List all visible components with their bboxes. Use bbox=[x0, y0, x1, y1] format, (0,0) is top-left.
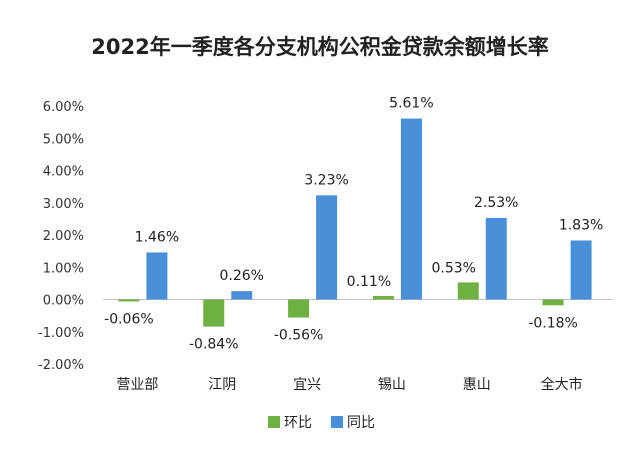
data-label: -0.06% bbox=[104, 311, 154, 327]
bar-tongbi-4 bbox=[485, 217, 507, 300]
x-tick-label: 江阴 bbox=[208, 377, 236, 393]
bar-huanbi-0 bbox=[118, 299, 140, 302]
data-label: -0.56% bbox=[274, 328, 324, 344]
data-label: 3.23% bbox=[304, 172, 348, 188]
data-labels: -0.06% 1.46% -0.84% 0.26% -0.56% 3.23% 0.11% 5.… bbox=[104, 96, 603, 353]
data-label: 1.46% bbox=[135, 229, 179, 245]
bar-huanbi-4 bbox=[457, 282, 479, 300]
bars bbox=[118, 118, 592, 327]
y-tick-label: -1.00% bbox=[38, 326, 84, 341]
y-tick-label: 5.00% bbox=[43, 132, 84, 147]
bar-tongbi-5 bbox=[570, 240, 592, 300]
bar-huanbi-1 bbox=[203, 299, 225, 327]
y-tick-label: 2.00% bbox=[43, 229, 84, 244]
data-label: 5.61% bbox=[389, 96, 433, 112]
data-label: -0.18% bbox=[528, 315, 578, 331]
y-tick-label: 0.00% bbox=[43, 294, 84, 309]
x-tick-label: 全大市 bbox=[541, 376, 583, 393]
data-label: 0.11% bbox=[347, 274, 391, 290]
y-tick-label: -2.00% bbox=[38, 358, 84, 373]
x-tick-label: 惠山 bbox=[463, 377, 491, 393]
bar-huanbi-2 bbox=[288, 299, 310, 318]
data-label: 2.53% bbox=[474, 195, 518, 211]
bar-tongbi-1 bbox=[231, 291, 253, 300]
chart-title: 2022年一季度各分支机构公积金贷款余额增长率 bbox=[91, 35, 548, 59]
y-tick-label: 3.00% bbox=[43, 197, 84, 212]
y-axis: 6.00% 5.00% 4.00% 3.00% 2.00% 1.00% 0.00% -1.00… bbox=[38, 100, 612, 373]
bar-tongbi-3 bbox=[400, 118, 422, 300]
x-tick-label: 宜兴 bbox=[293, 377, 321, 393]
data-label: -0.84% bbox=[189, 337, 239, 353]
legend: 环比 同比 bbox=[268, 415, 375, 431]
data-label: 1.83% bbox=[559, 217, 603, 233]
bar-huanbi-3 bbox=[372, 295, 394, 300]
y-tick-label: 6.00% bbox=[43, 100, 84, 115]
data-label: 0.26% bbox=[220, 268, 264, 284]
y-tick-label: 4.00% bbox=[43, 165, 84, 180]
x-axis: 营业部 江阴 宜兴 锡山 惠山 全大市 bbox=[116, 376, 582, 393]
data-label: 0.53% bbox=[432, 260, 476, 276]
legend-label: 同比 bbox=[347, 415, 375, 431]
bar-huanbi-5 bbox=[542, 299, 564, 306]
y-tick-label: 1.00% bbox=[43, 261, 84, 276]
legend-swatch-1 bbox=[331, 416, 343, 428]
legend-label: 环比 bbox=[284, 415, 312, 431]
bar-tongbi-0 bbox=[146, 252, 168, 300]
x-tick-label: 锡山 bbox=[378, 377, 406, 393]
x-tick-label: 营业部 bbox=[116, 377, 158, 393]
legend-swatch-0 bbox=[268, 416, 280, 428]
bar-tongbi-2 bbox=[316, 195, 338, 300]
